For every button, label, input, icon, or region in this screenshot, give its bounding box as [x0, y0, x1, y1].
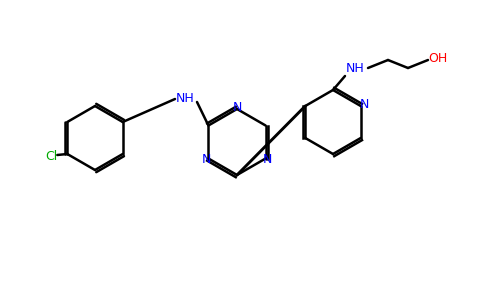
- Text: NH: NH: [176, 92, 195, 106]
- Text: NH: NH: [346, 61, 364, 74]
- Text: N: N: [202, 153, 212, 166]
- Text: N: N: [360, 98, 369, 112]
- Text: Cl: Cl: [45, 151, 58, 164]
- Text: OH: OH: [428, 52, 448, 64]
- Text: N: N: [262, 153, 272, 166]
- Text: N: N: [232, 101, 242, 114]
